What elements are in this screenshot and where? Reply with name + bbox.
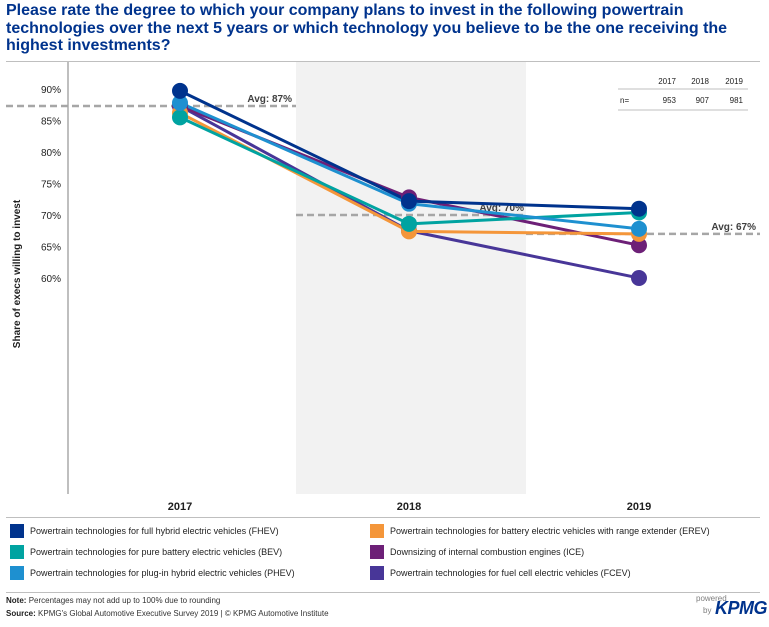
chart-title: Please rate the degree to which your com… (6, 2, 728, 54)
sample-table-header: 2019 (725, 77, 743, 86)
legend-item-fcev: Powertrain technologies for fuel cell el… (370, 566, 631, 580)
y-tick-label: 75% (41, 180, 61, 191)
sample-table-cell: 953 (663, 96, 677, 105)
footer-divider (6, 592, 760, 593)
legend-label-erev: Powertrain technologies for battery elec… (390, 526, 710, 536)
legend-item-ice: Downsizing of internal combustion engine… (370, 545, 584, 559)
legend-label-ice: Downsizing of internal combustion engine… (390, 547, 585, 557)
marker-bev-2017 (172, 109, 188, 126)
marker-fhev-2018 (401, 193, 417, 210)
marker-bev-2018 (401, 215, 417, 232)
marker-fhev-2017 (172, 82, 188, 99)
marker-phev-2019 (631, 220, 647, 237)
legend-swatch-phev (10, 566, 24, 580)
source-label: Source: (6, 609, 36, 618)
sample-table-header: 2018 (691, 77, 709, 86)
powered-text: powered (696, 594, 727, 603)
legend: Powertrain technologies for full hybrid … (6, 519, 760, 591)
marker-ice-2019 (631, 237, 647, 254)
sample-table-header: 2017 (658, 77, 676, 86)
legend-label-phev: Powertrain technologies for plug-in hybr… (30, 568, 295, 578)
y-tick-label: 60% (41, 274, 61, 285)
highlight-band-2018 (296, 62, 526, 494)
chart-area: 60% 65% 70% 75% 80% 85% 90% Share of execs will… (6, 61, 760, 518)
y-tick-label: 70% (41, 211, 61, 222)
marker-fhev-2019 (631, 200, 647, 217)
legend-item-fhev: Powertrain technologies for full hybrid … (10, 524, 279, 538)
legend-item-erev: Powertrain technologies for battery elec… (370, 524, 710, 538)
legend-label-bev: Powertrain technologies for pure battery… (30, 547, 283, 557)
legend-swatch-bev (10, 545, 24, 559)
y-tick-label: 85% (41, 117, 61, 128)
legend-swatch-fcev (370, 566, 384, 580)
note-text: Percentages may not add up to 100% due t… (28, 596, 221, 605)
note-label: Note: (6, 596, 27, 605)
legend-swatch-fhev (10, 524, 24, 538)
average-label-2018: Avg: 70% (479, 203, 524, 214)
legend-label-fhev: Powertrain technologies for full hybrid … (30, 526, 279, 536)
by-text: by (703, 606, 712, 615)
y-axis-title: Share of execs willing to invest (12, 199, 23, 348)
legend-label-fcev: Powertrain technologies for fuel cell el… (390, 568, 631, 578)
legend-swatch-erev (370, 524, 384, 538)
legend-item-phev: Powertrain technologies for plug-in hybr… (10, 566, 295, 580)
x-tick-label: 2018 (397, 501, 421, 513)
y-tick-label: 90% (41, 85, 61, 96)
sample-table-cell: 981 (730, 96, 744, 105)
sample-table-cell: n= (620, 96, 629, 105)
average-label-2017: Avg: 87% (247, 94, 292, 105)
marker-fcev-2019 (631, 270, 647, 286)
y-tick-label: 80% (41, 148, 61, 159)
line-chart: 60% 65% 70% 75% 80% 85% 90% Share of execs will… (6, 62, 760, 513)
source-line: Source: KPMG's Global Automotive Executi… (6, 609, 329, 618)
y-tick-label: 65% (41, 243, 61, 254)
sample-table-cell: 907 (696, 96, 710, 105)
kpmg-logo: KPMG (715, 598, 768, 618)
x-tick-label: 2017 (168, 501, 192, 513)
marker-phev-2017 (172, 94, 188, 111)
source-text: KPMG's Global Automotive Executive Surve… (38, 609, 329, 618)
x-tick-label: 2019 (627, 501, 651, 513)
footnote: Note: Percentages may not add up to 100%… (6, 596, 220, 605)
legend-item-bev: Powertrain technologies for pure battery… (10, 545, 282, 559)
legend-swatch-ice (370, 545, 384, 559)
average-label-2019: Avg: 67% (711, 222, 756, 233)
